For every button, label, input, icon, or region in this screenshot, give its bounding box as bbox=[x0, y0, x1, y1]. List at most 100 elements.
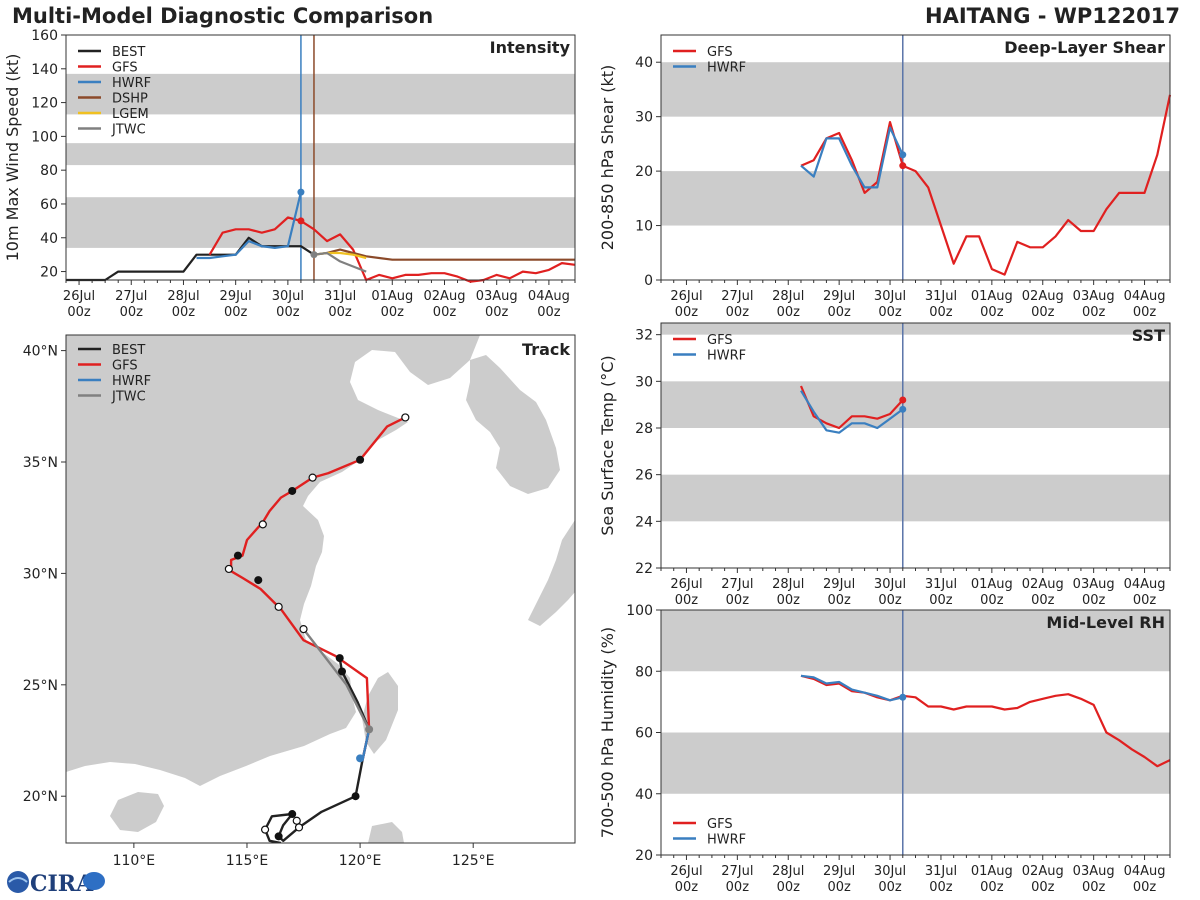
hainan-island bbox=[110, 792, 164, 832]
legend-label: JTWC bbox=[111, 390, 146, 405]
y-tick-label: 80 bbox=[635, 664, 653, 680]
series-line-jtwc bbox=[313, 251, 367, 273]
x-tick-label: 04Aug bbox=[1124, 289, 1166, 304]
x-tick-label: 115°E bbox=[226, 853, 269, 869]
x-tick-sublabel: 00z bbox=[120, 305, 144, 320]
sst-panel: 22242628303226Jul00z27Jul00z28Jul00z29Ju… bbox=[598, 322, 1171, 608]
y-axis-label: 10m Max Wind Speed (kt) bbox=[3, 54, 22, 262]
x-tick-label: 26Jul bbox=[670, 864, 702, 879]
y-tick-label: 160 bbox=[31, 28, 58, 44]
x-tick-sublabel: 00z bbox=[381, 305, 405, 320]
y-tick-label: 20 bbox=[40, 265, 58, 281]
y-tick-label: 25°N bbox=[23, 678, 58, 694]
series-line-gfs bbox=[800, 94, 1172, 276]
x-tick-sublabel: 00z bbox=[827, 305, 851, 320]
x-tick-sublabel: 00z bbox=[1031, 880, 1055, 895]
y-tick-label: 20 bbox=[635, 164, 653, 180]
x-tick-sublabel: 00z bbox=[726, 593, 750, 608]
x-tick-label: 28Jul bbox=[772, 577, 804, 592]
x-tick-label: 03Aug bbox=[1073, 289, 1115, 304]
x-tick-label: 31Jul bbox=[925, 864, 957, 879]
legend-label: JTWC bbox=[111, 123, 146, 138]
x-tick-sublabel: 00z bbox=[1082, 593, 1106, 608]
track-open-marker bbox=[274, 602, 283, 611]
y-tick-label: 60 bbox=[40, 197, 58, 213]
legend-label: GFS bbox=[112, 61, 138, 76]
cira-logo: CIRA bbox=[7, 871, 105, 897]
y-tick-label: 100 bbox=[31, 129, 58, 145]
intensity-panel: 2040608010012014016026Jul00z27Jul00z28Ju… bbox=[3, 28, 576, 320]
x-tick-label: 26Jul bbox=[63, 289, 95, 304]
x-tick-sublabel: 00z bbox=[878, 593, 902, 608]
x-tick-sublabel: 00z bbox=[172, 305, 196, 320]
series-marker-hwrf bbox=[899, 693, 907, 701]
x-tick-label: 02Aug bbox=[1022, 289, 1064, 304]
rh-panel: 2040608010026Jul00z27Jul00z28Jul00z29Jul… bbox=[598, 603, 1171, 895]
x-tick-label: 04Aug bbox=[1124, 864, 1166, 879]
legend-label: DSHP bbox=[112, 92, 148, 107]
page-title: Multi-Model Diagnostic Comparison bbox=[12, 4, 434, 28]
track-position-marker bbox=[233, 551, 242, 560]
x-tick-label: 03Aug bbox=[1073, 864, 1115, 879]
y-tick-label: 120 bbox=[31, 96, 58, 112]
x-tick-label: 03Aug bbox=[476, 289, 518, 304]
shaded-band bbox=[66, 197, 575, 248]
y-tick-label: 30°N bbox=[23, 566, 58, 582]
x-tick-sublabel: 00z bbox=[537, 305, 561, 320]
x-tick-label: 31Jul bbox=[925, 289, 957, 304]
china-landmass bbox=[66, 335, 480, 786]
x-tick-sublabel: 00z bbox=[675, 305, 699, 320]
panel-title: Intensity bbox=[490, 38, 571, 57]
series-line-hwrf bbox=[800, 126, 904, 189]
shaded-band bbox=[66, 143, 575, 166]
track-open-marker bbox=[292, 816, 301, 825]
series-marker-jtwc bbox=[310, 251, 318, 259]
x-tick-label: 29Jul bbox=[823, 864, 855, 879]
y-tick-label: 100 bbox=[626, 603, 653, 619]
y-tick-label: 28 bbox=[635, 421, 653, 437]
x-tick-label: 27Jul bbox=[721, 577, 753, 592]
track-line-gfs bbox=[229, 416, 406, 761]
legend-label: HWRF bbox=[707, 61, 746, 76]
x-tick-sublabel: 00z bbox=[1133, 305, 1157, 320]
series-marker-gfs bbox=[899, 162, 907, 170]
shaded-band bbox=[661, 610, 1170, 672]
track-open-marker bbox=[294, 823, 304, 832]
land-masses bbox=[66, 335, 575, 843]
y-tick-label: 40°N bbox=[23, 344, 58, 360]
legend-label: HWRF bbox=[112, 374, 151, 389]
track-open-marker bbox=[224, 564, 233, 574]
track-series bbox=[224, 413, 410, 843]
legend-label: BEST bbox=[112, 45, 145, 60]
series-marker-hwrf bbox=[899, 151, 907, 159]
legend-label: GFS bbox=[112, 359, 138, 374]
y-tick-label: 22 bbox=[635, 561, 653, 577]
x-tick-label: 28Jul bbox=[772, 289, 804, 304]
x-tick-sublabel: 00z bbox=[980, 305, 1004, 320]
shear-panel: 01020304026Jul00z27Jul00z28Jul00z29Jul00… bbox=[598, 34, 1172, 320]
x-tick-label: 29Jul bbox=[823, 289, 855, 304]
x-tick-sublabel: 00z bbox=[929, 880, 953, 895]
x-tick-label: 01Aug bbox=[971, 577, 1013, 592]
x-tick-label: 04Aug bbox=[528, 289, 570, 304]
x-tick-sublabel: 00z bbox=[675, 880, 699, 895]
x-tick-sublabel: 00z bbox=[485, 305, 509, 320]
y-tick-label: 80 bbox=[40, 163, 58, 179]
x-tick-label: 26Jul bbox=[670, 289, 702, 304]
taiwan-island bbox=[362, 672, 398, 754]
x-tick-label: 27Jul bbox=[115, 289, 147, 304]
x-tick-label: 125°E bbox=[452, 853, 495, 869]
x-tick-sublabel: 00z bbox=[878, 880, 902, 895]
track-open-marker bbox=[258, 520, 267, 529]
x-tick-label: 110°E bbox=[113, 853, 156, 869]
series-line-gfs bbox=[208, 216, 576, 283]
series-marker-hwrf bbox=[899, 405, 907, 413]
x-tick-sublabel: 00z bbox=[1082, 880, 1106, 895]
x-tick-sublabel: 00z bbox=[1031, 593, 1055, 608]
plot-frame bbox=[65, 34, 576, 281]
track-position-marker bbox=[254, 576, 263, 585]
x-tick-label: 31Jul bbox=[925, 577, 957, 592]
y-axis-label: 200-850 hPa Shear (kt) bbox=[598, 65, 617, 251]
panel-title: Deep-Layer Shear bbox=[1004, 38, 1165, 57]
track-open-marker bbox=[260, 825, 270, 834]
